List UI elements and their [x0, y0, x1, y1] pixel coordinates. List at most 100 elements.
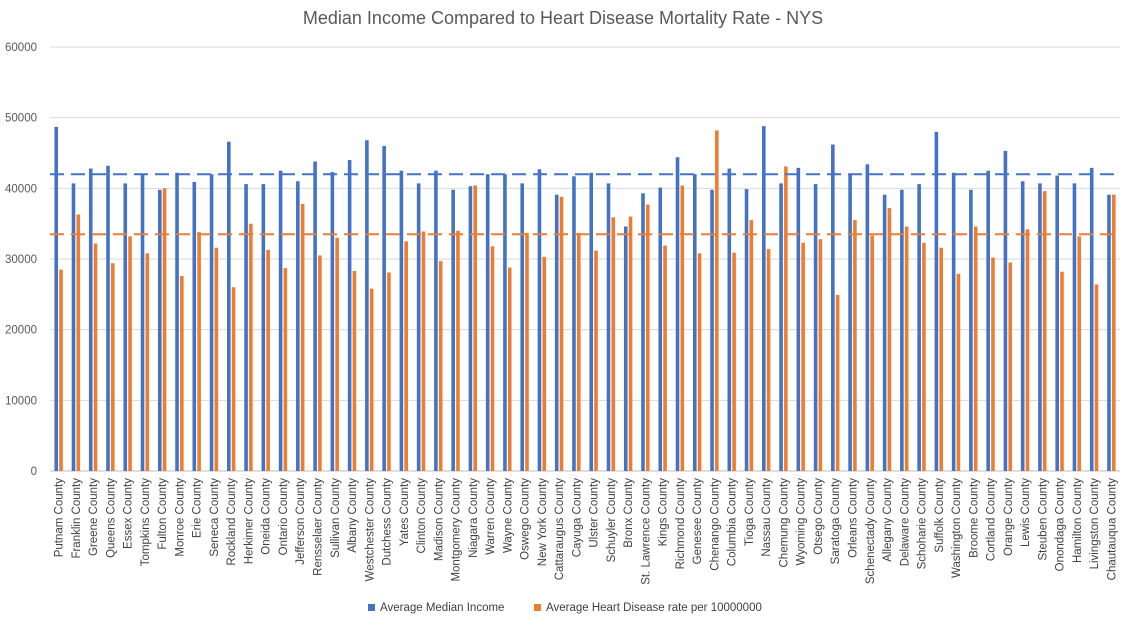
bar-heart-disease: [870, 235, 874, 471]
bar-heart-disease: [663, 245, 667, 471]
x-tick-label: Franklin County: [71, 478, 83, 559]
x-tick-label: Seneca County: [209, 478, 221, 557]
x-tick-label: Steuben County: [1037, 478, 1049, 561]
bar-heart-disease: [1025, 229, 1030, 471]
bar-income: [209, 174, 214, 471]
legend-swatch: [534, 604, 541, 611]
bar-income: [796, 167, 801, 471]
y-tick-label: 30000: [5, 254, 37, 266]
y-tick-label: 20000: [5, 325, 37, 337]
x-tick-label: Wyoming County: [796, 478, 808, 566]
x-tick-label: Ulster County: [589, 478, 601, 548]
bar-income: [1072, 183, 1077, 472]
bar-heart-disease: [1008, 262, 1013, 471]
x-axis: Putnam County Franklin County Greene Count…: [54, 478, 1119, 585]
x-tick-label: Orange County: [1003, 478, 1015, 556]
bar-income: [1038, 183, 1042, 472]
bar-heart-disease: [680, 185, 685, 472]
bar-heart-disease: [1042, 191, 1047, 471]
bar-income: [192, 181, 197, 471]
x-tick-label: Tioga County: [744, 478, 756, 546]
bar-heart-disease: [162, 188, 167, 472]
x-tick-label: Chenango County: [709, 478, 721, 571]
bar-income: [365, 140, 369, 471]
x-tick-label: Tompkins County: [140, 478, 152, 566]
bar-heart-disease: [128, 236, 132, 471]
bar-heart-disease: [335, 237, 339, 471]
bar-income: [382, 145, 386, 471]
bar-heart-disease: [111, 263, 115, 471]
bar-heart-disease: [594, 250, 598, 471]
bar-heart-disease: [1077, 236, 1082, 471]
bar-income: [468, 186, 473, 472]
bar-heart-disease: [542, 256, 547, 471]
bar-income: [572, 176, 576, 471]
x-tick-label: Chautauqua County: [1106, 478, 1118, 581]
bar-heart-disease: [76, 214, 81, 472]
bar-heart-disease: [835, 295, 840, 471]
bar-income: [503, 174, 507, 471]
bar-income: [54, 126, 59, 471]
bar-income: [416, 183, 421, 472]
bar-heart-disease: [732, 252, 736, 471]
bars: [54, 126, 1116, 472]
bar-income: [227, 141, 231, 471]
bar-heart-disease: [525, 232, 529, 471]
x-tick-label: Onondaga County: [1055, 478, 1067, 572]
x-tick-label: Washington County: [951, 478, 963, 578]
y-tick-label: 10000: [5, 395, 37, 407]
bar-heart-disease: [559, 196, 564, 471]
bar-heart-disease: [404, 241, 408, 471]
bar-income: [692, 174, 697, 471]
x-tick-label: Livingston County: [1089, 478, 1101, 570]
bar-income: [589, 172, 594, 471]
bar-heart-disease: [438, 261, 443, 471]
bar-heart-disease: [93, 243, 98, 471]
bar-income: [554, 194, 559, 471]
x-tick-label: Jefferson County: [295, 478, 307, 565]
bar-heart-disease: [369, 288, 374, 471]
bar-heart-disease: [904, 226, 909, 471]
x-tick-label: Columbia County: [727, 478, 739, 566]
bar-income: [106, 165, 110, 471]
bar-income: [1003, 150, 1008, 471]
bar-heart-disease: [818, 239, 823, 471]
bar-heart-disease: [766, 249, 771, 471]
bar-income: [986, 170, 990, 471]
x-tick-label: Cayuga County: [571, 478, 583, 558]
bar-heart-disease: [214, 247, 219, 471]
x-tick-label: Herkimer County: [243, 478, 255, 565]
bar-income: [969, 189, 973, 471]
bar-heart-disease: [266, 249, 270, 471]
x-tick-label: Nassau County: [761, 478, 773, 557]
bar-income: [123, 183, 128, 472]
x-tick-label: Richmond County: [675, 478, 687, 570]
bar-heart-disease: [887, 208, 892, 471]
y-tick-label: 60000: [5, 42, 37, 54]
x-tick-label: Warren County: [485, 478, 497, 555]
x-tick-label: Ontario County: [278, 478, 290, 556]
x-tick-label: Schoharie County: [917, 478, 929, 570]
bar-income: [261, 184, 266, 472]
bar-heart-disease: [490, 246, 495, 471]
bar-heart-disease: [1060, 271, 1064, 471]
bar-heart-disease: [318, 255, 322, 471]
bar-income: [278, 170, 283, 471]
bar-income: [951, 172, 956, 471]
x-tick-label: Cortland County: [986, 478, 998, 561]
bar-income: [917, 184, 921, 472]
bar-income: [934, 131, 939, 472]
bar-heart-disease: [145, 253, 150, 471]
bar-income: [710, 189, 714, 471]
bar-income: [813, 184, 818, 472]
x-tick-label: St. Lawrence County: [640, 478, 652, 585]
x-tick-label: Westchester County: [364, 478, 376, 582]
bar-heart-disease: [611, 217, 616, 471]
bar-income: [658, 187, 663, 472]
x-tick-label: Oswego County: [520, 478, 532, 560]
bar-heart-disease: [991, 257, 995, 471]
x-tick-label: Oneida County: [261, 478, 273, 555]
bar-heart-disease: [922, 242, 926, 471]
bar-income: [727, 168, 732, 471]
x-tick-label: Montgomery County: [451, 478, 463, 582]
